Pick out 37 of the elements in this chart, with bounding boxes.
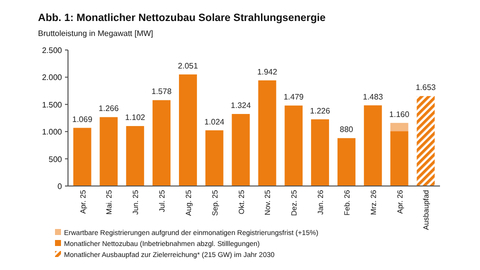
- bar: [178, 74, 197, 186]
- chart-subtitle: Bruttoleistung in Megawatt [MW]: [38, 29, 154, 38]
- total-label: 1.266: [98, 104, 120, 114]
- bar: [416, 96, 435, 186]
- y-tick-label: 2.000: [42, 73, 63, 82]
- bar: [311, 119, 330, 186]
- total-label: 2.051: [178, 61, 199, 70]
- total-label: 1.324: [230, 100, 252, 110]
- bar: [364, 105, 382, 186]
- total-label: 880: [340, 125, 354, 134]
- y-tick-label: 2.500: [42, 46, 63, 55]
- chart-title: Abb. 1: Monatlicher Nettozubau Solare Strahlungsenergie: [38, 12, 326, 24]
- total-label: 1.226: [310, 106, 331, 116]
- total-label: 1.483: [362, 92, 384, 102]
- y-tick-label: 500: [48, 154, 63, 164]
- total-label: 1.942: [257, 67, 278, 76]
- total-label: 1.653: [416, 83, 436, 92]
- bar: [73, 128, 92, 186]
- y-tick-label: 1.500: [42, 100, 63, 110]
- bar: [232, 114, 250, 186]
- bar: [337, 138, 356, 186]
- total-label: 1.102: [125, 113, 146, 122]
- bar: [100, 117, 118, 186]
- bar: [390, 122, 408, 132]
- total-label: 1.578: [152, 87, 172, 96]
- bar: [152, 100, 171, 186]
- total-label: 1.069: [72, 114, 93, 124]
- total-label: 1.024: [204, 117, 225, 126]
- total-label: 1.160: [389, 110, 410, 119]
- total-label: 1.479: [284, 92, 304, 102]
- bar: [284, 106, 303, 186]
- bar: [126, 126, 144, 186]
- y-tick-label: 1.000: [42, 128, 63, 137]
- bar: [205, 130, 224, 186]
- y-tick-label: 0: [58, 182, 63, 191]
- bar: [390, 131, 408, 186]
- bar: [258, 80, 276, 186]
